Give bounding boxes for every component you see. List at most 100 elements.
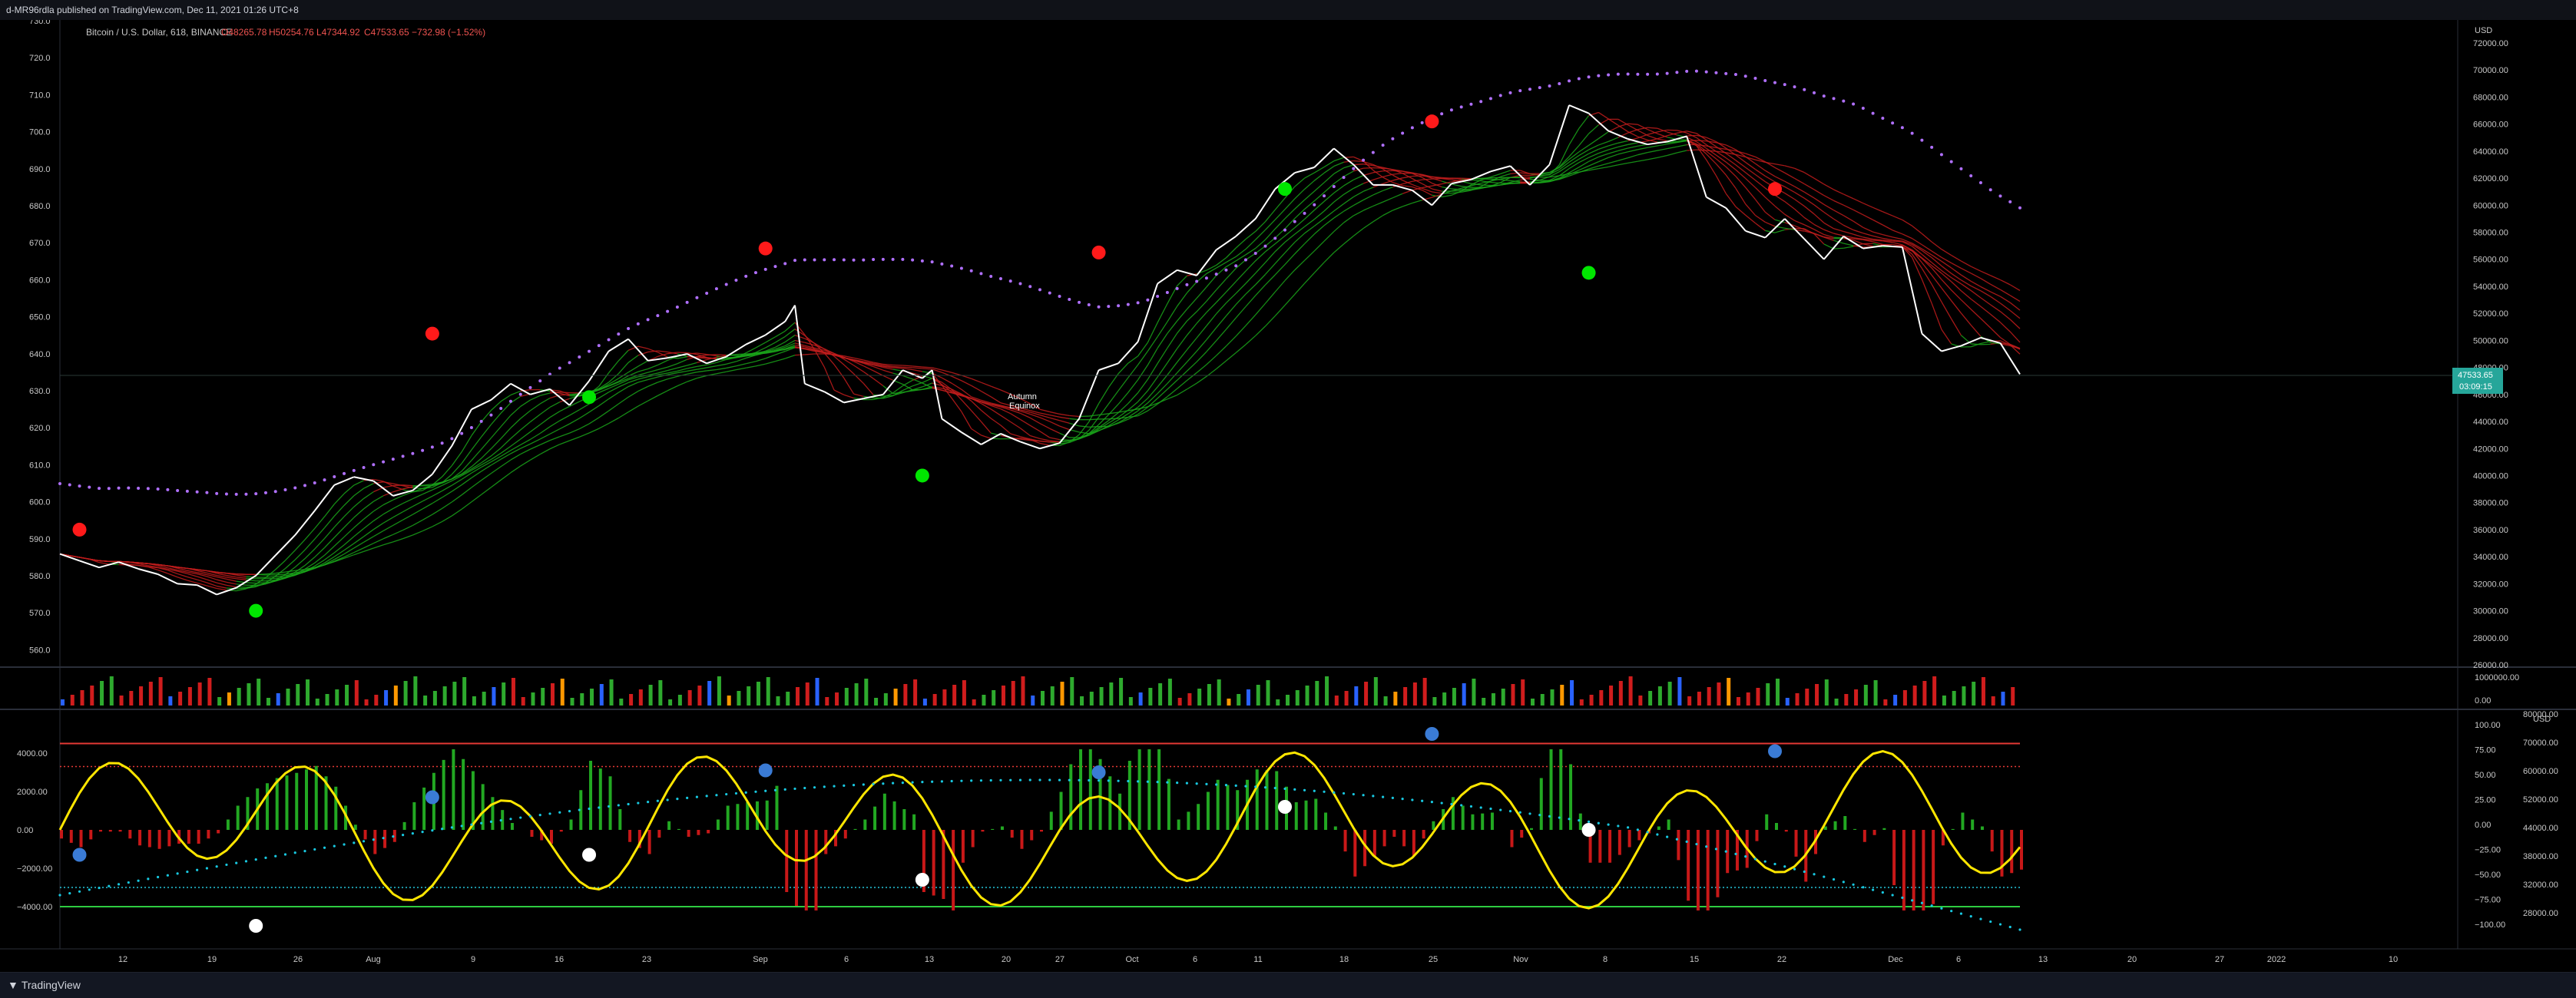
osc-histogram-bar — [1618, 830, 1621, 855]
time-axis-tick: 6 — [844, 955, 849, 964]
osc-slow-dot — [519, 816, 521, 818]
band-dot — [1411, 126, 1414, 129]
osc-histogram-bar — [2000, 830, 2003, 877]
band-dot — [215, 492, 218, 495]
osc-right2-tick: 38000.00 — [2523, 852, 2558, 861]
osc-slow-dot — [127, 881, 130, 884]
osc-slow-dot — [1283, 788, 1286, 790]
osc-histogram-bar — [1275, 772, 1278, 831]
osc-slow-dot — [892, 782, 894, 785]
price-chart[interactable]: 730.0720.0710.0700.0690.0680.0670.0660.0… — [0, 20, 2576, 969]
volume-bar — [776, 696, 780, 706]
volume-bar — [492, 687, 495, 706]
osc-slow-dot — [1715, 848, 1717, 850]
osc-histogram-bar — [1265, 770, 1268, 830]
osc-histogram-bar — [1795, 830, 1798, 857]
band-dot — [1852, 103, 1855, 106]
band-dot — [999, 277, 1002, 280]
band-dot — [382, 461, 385, 464]
right-axis-tick: 68000.00 — [2473, 93, 2508, 102]
band-dot — [862, 259, 865, 262]
osc-slow-dot — [1931, 904, 1933, 907]
band-dot — [450, 437, 453, 440]
ribbon-segment — [805, 354, 815, 355]
volume-bar — [512, 678, 515, 706]
osc-histogram-bar — [1138, 749, 1141, 830]
band-dot — [823, 258, 826, 261]
volume-bar — [1148, 688, 1152, 706]
osc-histogram-bar — [1707, 830, 1710, 910]
band-dot — [1078, 301, 1081, 304]
osc-axis-currency: USD — [2533, 715, 2551, 724]
volume-bar — [1874, 680, 1878, 706]
band-dot — [1489, 97, 1492, 100]
osc-histogram-bar — [237, 806, 240, 831]
volume-bar — [825, 697, 829, 706]
osc-histogram-bar — [599, 768, 602, 830]
volume-bar — [1560, 685, 1564, 706]
time-axis-tick: 11 — [1253, 955, 1262, 964]
footer-bar: ▼TradingView — [0, 972, 2576, 998]
osc-histogram-bar — [902, 809, 906, 830]
osc-slow-dot — [1186, 782, 1188, 785]
osc-histogram-bar — [1481, 814, 1484, 830]
osc-slow-dot — [441, 828, 443, 830]
time-axis-tick: Sep — [753, 955, 768, 964]
osc-histogram-bar — [1843, 816, 1846, 830]
volume-bar — [1707, 687, 1711, 706]
volume-bar — [1893, 695, 1897, 706]
osc-slow-dot — [1901, 897, 1903, 899]
osc-slow-dot — [137, 880, 139, 882]
osc-histogram-bar — [1579, 814, 1582, 830]
volume-bar — [835, 692, 839, 706]
volume-bar — [1178, 698, 1182, 706]
publish-header: d-MR96rdla published on TradingView.com,… — [0, 0, 2576, 21]
band-dot — [1578, 78, 1581, 81]
volume-bar — [482, 692, 486, 706]
right-axis-tick: 66000.00 — [2473, 121, 2508, 130]
osc-slow-dot — [412, 832, 414, 834]
osc-slow-dot — [1754, 858, 1757, 860]
osc-histogram-bar — [972, 830, 975, 848]
band-dot — [1617, 73, 1620, 76]
osc-slow-dot — [853, 784, 855, 786]
volume-bar — [1932, 676, 1936, 706]
osc-histogram-bar — [1971, 820, 1974, 831]
osc-slow-dot — [1911, 899, 1913, 901]
band-dot — [1362, 159, 1365, 162]
volume-bar — [1982, 677, 1985, 706]
osc-slow-dot — [1882, 891, 1884, 894]
volume-bar — [962, 680, 966, 706]
volume-bar — [1952, 691, 1956, 706]
band-dot — [970, 269, 973, 273]
band-dot — [1753, 77, 1757, 80]
osc-slow-dot — [206, 867, 208, 869]
left-axis-tick: 620.0 — [29, 424, 51, 433]
osc-slow-dot — [706, 795, 708, 797]
right-axis-tick: 70000.00 — [2473, 66, 2508, 75]
osc-histogram-bar — [1952, 829, 1955, 830]
band-dot — [108, 487, 111, 490]
osc-histogram-bar — [422, 788, 425, 830]
volume-bar — [1237, 694, 1240, 706]
band-dot — [58, 482, 61, 485]
osc-slow-dot — [558, 811, 561, 814]
osc-histogram-bar — [1207, 792, 1210, 831]
volume-bar — [903, 684, 907, 706]
osc-histogram-bar — [1462, 806, 1465, 831]
volume-bar — [816, 678, 819, 706]
left-axis-tick: 640.0 — [29, 350, 51, 359]
osc-histogram-bar — [746, 802, 749, 830]
band-dot — [960, 266, 963, 269]
ribbon-segment — [736, 354, 746, 355]
band-dot — [1469, 103, 1472, 106]
volume-bar — [1638, 696, 1642, 706]
volume-bar — [296, 684, 300, 706]
time-axis-tick: 20 — [2127, 955, 2137, 964]
left-axis-tick: 580.0 — [29, 572, 51, 581]
band-dot — [166, 488, 169, 491]
osc-signal-dot — [1092, 765, 1106, 779]
time-axis-tick: 27 — [2215, 955, 2224, 964]
volume-bar — [1217, 679, 1221, 706]
